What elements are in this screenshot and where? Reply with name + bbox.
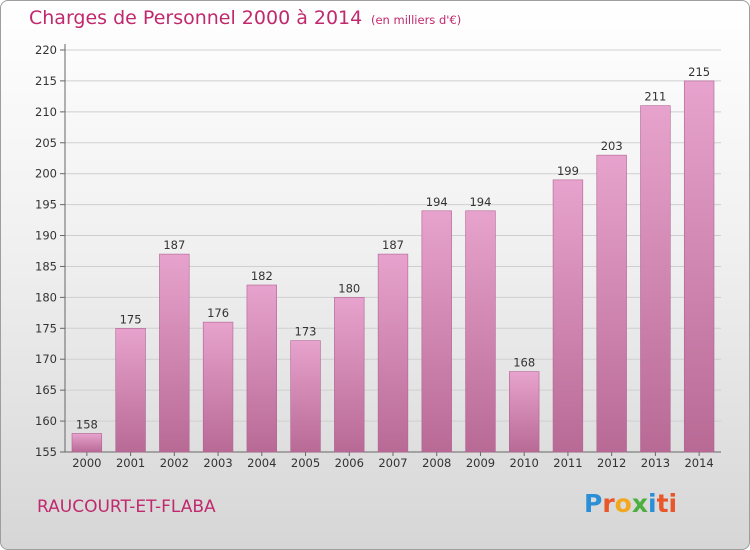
bar <box>246 284 277 453</box>
y-tick-label: 185 <box>35 259 57 273</box>
chart-title: Charges de Personnel 2000 à 2014 <box>29 7 363 29</box>
bar-value-label: 187 <box>382 238 404 252</box>
x-tick-label: 2005 <box>291 456 320 470</box>
x-tick-label: 2006 <box>335 456 364 470</box>
bar-value-label: 199 <box>557 164 579 178</box>
bar <box>202 321 234 453</box>
y-tick-label: 210 <box>35 105 57 119</box>
bar-value-label: 158 <box>76 417 98 431</box>
y-tick-label: 170 <box>35 352 57 366</box>
bar-value-label: 173 <box>295 325 317 339</box>
y-tick-label: 160 <box>35 414 57 428</box>
logo-letter: o <box>614 489 632 518</box>
logo-letter: r <box>602 489 615 518</box>
bar-value-label: 182 <box>251 269 273 283</box>
bar-value-label: 203 <box>601 139 623 153</box>
x-tick-label: 2012 <box>597 456 626 470</box>
proxiti-logo: Proxiti <box>584 489 677 518</box>
bar <box>552 179 584 453</box>
bar-value-label: 187 <box>163 238 185 252</box>
bar-value-label: 175 <box>120 312 142 326</box>
bar-value-label: 176 <box>207 306 229 320</box>
x-tick-label: 2013 <box>641 456 670 470</box>
bar-value-label: 211 <box>644 90 666 104</box>
bar <box>465 210 496 453</box>
bar <box>377 253 409 453</box>
bar-value-label: 215 <box>688 65 710 79</box>
bar <box>334 297 365 453</box>
bar <box>421 210 452 453</box>
logo-letter: x <box>631 489 648 518</box>
logo-letter: P <box>584 489 603 518</box>
bar <box>159 253 190 453</box>
bar <box>290 340 321 453</box>
x-tick-label: 2010 <box>510 456 539 470</box>
bar-value-label: 194 <box>426 195 448 209</box>
labels: 158 175 187 176 182 173 180 187 194 194 168 199 203 2… <box>76 65 710 432</box>
y-tick-label: 215 <box>35 74 57 88</box>
y-tick-label: 190 <box>35 229 57 243</box>
x-tick-label: 2007 <box>378 456 407 470</box>
x-tick-label: 2003 <box>203 456 232 470</box>
commune-name: RAUCOURT-ET-FLABA <box>37 497 216 517</box>
logo-letter: ti <box>656 489 678 518</box>
bar <box>640 105 671 453</box>
y-tick-label: 220 <box>35 43 57 57</box>
chart-subtitle: (en milliers d'€) <box>371 13 462 27</box>
bar <box>115 328 146 453</box>
y-tick-label: 200 <box>35 167 57 181</box>
x-tick-label: 2009 <box>466 456 495 470</box>
bar <box>509 371 540 453</box>
x-tick-label: 2001 <box>116 456 145 470</box>
bar <box>683 80 715 453</box>
x-tick-label: 2000 <box>72 456 101 470</box>
y-tick-label: 195 <box>35 198 57 212</box>
x-tick-label: 2008 <box>422 456 451 470</box>
x-tick-label: 2011 <box>553 456 582 470</box>
y-tick-label: 165 <box>35 383 57 397</box>
bar <box>71 433 103 453</box>
logo-letter: i <box>648 489 657 518</box>
y-tick-label: 155 <box>35 445 57 459</box>
x-tick-label: 2002 <box>160 456 189 470</box>
y-tick-label: 205 <box>35 136 57 150</box>
x-tick-label: 2014 <box>684 456 713 470</box>
bar-value-label: 180 <box>338 281 360 295</box>
bar <box>596 154 627 453</box>
x-tick-label: 2004 <box>247 456 276 470</box>
y-tick-label: 180 <box>35 290 57 304</box>
bars <box>71 80 715 453</box>
bar-value-label: 194 <box>469 195 491 209</box>
bar-value-label: 168 <box>513 356 535 370</box>
y-tick-label: 175 <box>35 321 57 335</box>
